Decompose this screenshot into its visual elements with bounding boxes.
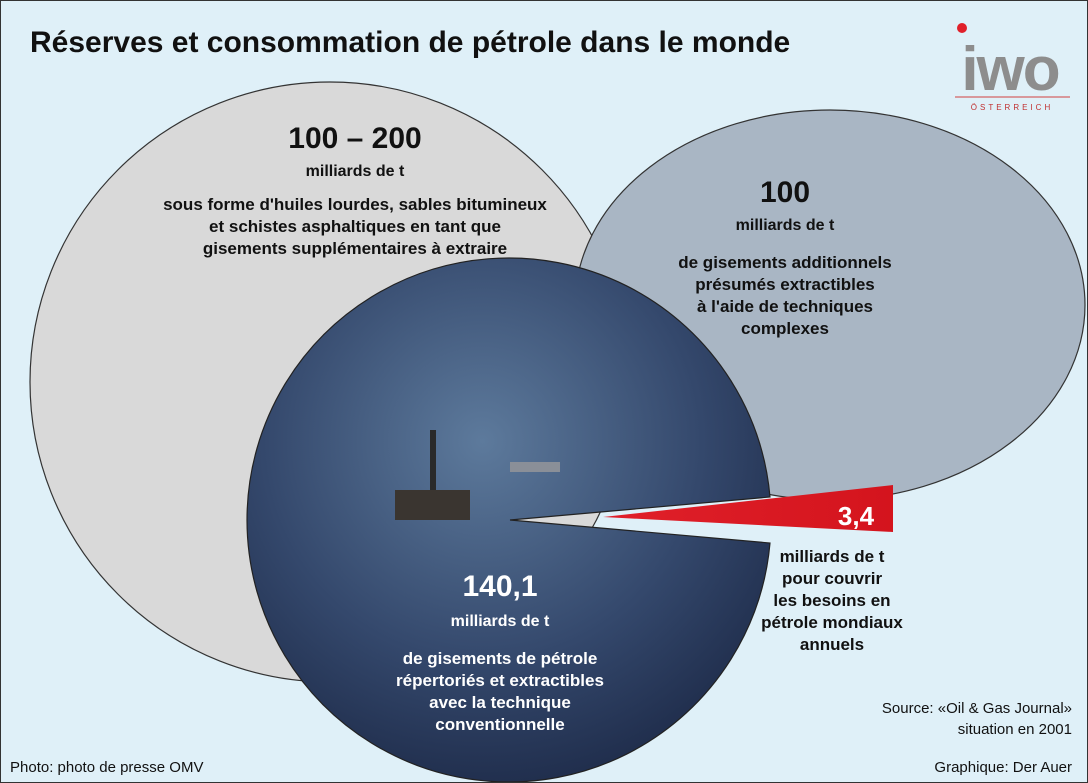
- consumption-description: annuels: [800, 635, 864, 654]
- unit: milliards de t: [306, 163, 405, 180]
- source: situation en 2001: [958, 721, 1072, 738]
- logo: iwo ÖSTERREICH: [955, 23, 1070, 112]
- value: 100: [760, 176, 810, 209]
- description: de gisements de pétrole: [403, 649, 598, 668]
- description: sous forme d'huiles lourdes, sables bitu…: [163, 195, 547, 214]
- description: et schistes asphaltiques en tant que: [209, 217, 501, 236]
- consumption-description: les besoins en: [773, 591, 890, 610]
- source: Source: «Oil & Gas Journal»: [882, 700, 1072, 717]
- description: répertoriés et extractibles: [396, 671, 604, 690]
- description: complexes: [741, 319, 829, 338]
- description: avec la technique: [429, 693, 571, 712]
- consumption-value: 3,4: [838, 501, 875, 531]
- consumption-description: pour couvrir: [782, 569, 883, 588]
- description: à l'aide de techniques: [697, 297, 873, 316]
- value: 140,1: [462, 570, 537, 603]
- consumption-description: milliards de t: [780, 547, 885, 566]
- description: gisements supplémentaires à extraire: [203, 239, 507, 258]
- title: Réserves et consommation de pétrole dans…: [30, 26, 790, 59]
- description: de gisements additionnels: [678, 253, 892, 272]
- unit: milliards de t: [451, 613, 550, 630]
- value: 100 – 200: [288, 122, 421, 155]
- infographic: Réserves et consommation de pétrole dans…: [0, 0, 1088, 783]
- photo-credit: Photo: photo de presse OMV: [10, 759, 203, 776]
- description: conventionnelle: [435, 715, 564, 734]
- graphic-credit: Graphique: Der Auer: [934, 759, 1072, 776]
- description: présumés extractibles: [695, 275, 875, 294]
- unit: milliards de t: [736, 217, 835, 234]
- logo-brand: iwo: [961, 35, 1058, 104]
- logo-country: ÖSTERREICH: [971, 103, 1053, 112]
- consumption-description: pétrole mondiaux: [761, 613, 903, 632]
